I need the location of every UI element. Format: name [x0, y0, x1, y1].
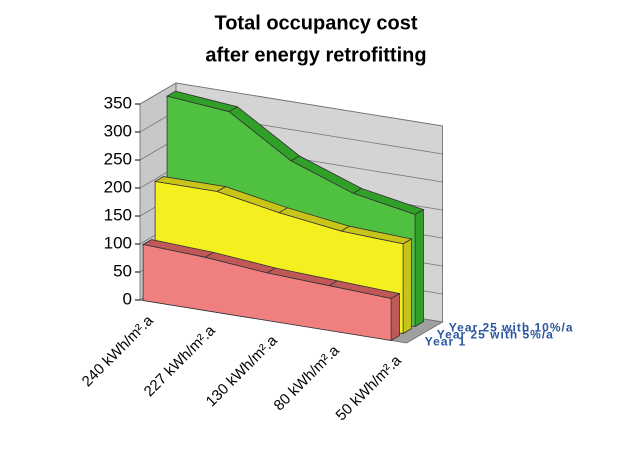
y-tick-label: 0: [123, 289, 132, 308]
y-tick-label: 350: [104, 93, 132, 112]
y-tick-label: 200: [104, 177, 132, 196]
area-side: [414, 208, 424, 328]
x-tick-label: 130 kWh/m².a: [203, 332, 282, 411]
area: [142, 244, 392, 341]
area-side: [402, 238, 412, 335]
legend-label: Year 25 with 10%/a: [449, 321, 574, 335]
x-tick-label: 240 kWh/m².a: [79, 312, 158, 391]
x-tick-label: 80 kWh/m².a: [271, 342, 344, 415]
chart-title: Total occupancy cost: [214, 12, 417, 34]
y-tick-label: 300: [104, 121, 132, 140]
chart-title: after energy retrofitting: [205, 44, 426, 66]
legend-label: Year 1: [425, 335, 466, 349]
y-tick-label: 150: [104, 205, 132, 224]
y-tick-label: 100: [104, 233, 132, 252]
x-tick-label: 50 kWh/m².a: [333, 352, 406, 425]
grid-line: [139, 82, 443, 127]
x-tick-label: 227 kWh/m².a: [141, 322, 220, 401]
y-tick-label: 50: [113, 261, 132, 280]
legend-label: Year 25 with 5%/a: [437, 328, 554, 342]
y-tick-label: 250: [104, 149, 132, 168]
area-side: [390, 292, 400, 342]
